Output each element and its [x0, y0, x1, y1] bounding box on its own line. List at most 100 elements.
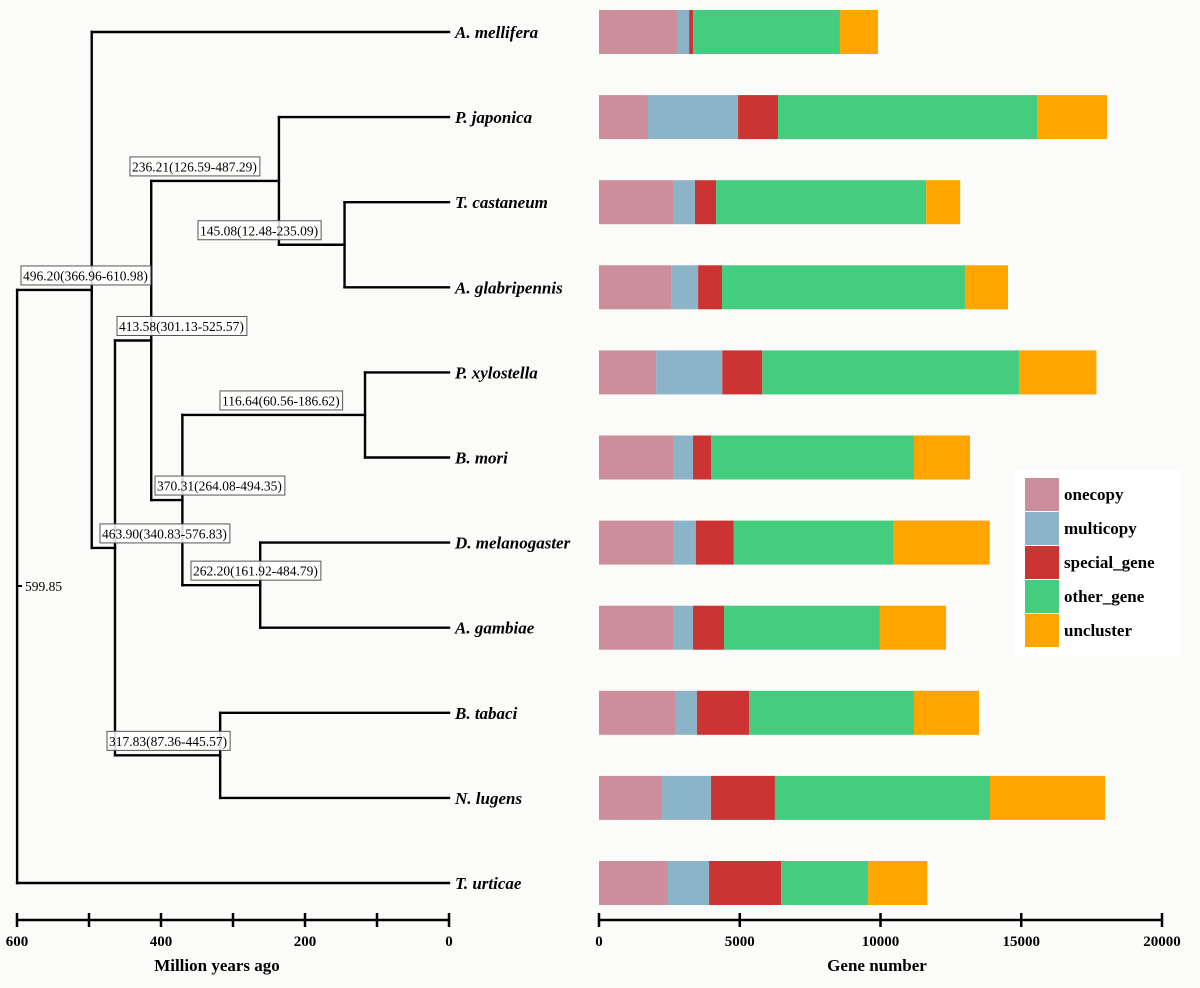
bar-segment-uncluster	[1037, 95, 1108, 140]
legend-swatch-other_gene	[1025, 580, 1059, 613]
bar-segment-special_gene	[696, 690, 750, 735]
bar-segment-special_gene	[695, 520, 734, 565]
x-axis-title: Million years ago	[154, 956, 280, 975]
bar-segment-other_gene	[716, 180, 927, 225]
species-label: B. mori	[454, 449, 508, 468]
tick-label: 0	[445, 934, 453, 950]
bar-row	[599, 265, 1009, 310]
node-age-box	[20, 265, 152, 286]
bar-segment-other_gene	[762, 350, 1020, 395]
bar-segment-special_gene	[711, 775, 775, 820]
tick-label: 10000	[862, 934, 900, 950]
species-label: A. glabripennis	[454, 278, 563, 297]
bar-segment-other_gene	[722, 265, 965, 310]
bar-segment-uncluster	[1019, 350, 1097, 395]
bar-segment-uncluster	[879, 605, 947, 650]
bar-row	[599, 861, 928, 905]
bar-segment-special_gene	[694, 180, 717, 225]
species-label: N. lugens	[454, 789, 522, 808]
species-label: B. tabaci	[454, 704, 518, 723]
species-label: P. xylostella	[454, 363, 538, 382]
node-age-label: 496.20(366.96-610.98)	[23, 268, 148, 283]
species-label: D. melanogaster	[454, 534, 571, 553]
tick-label: 400	[150, 934, 173, 950]
bar-segment-uncluster	[926, 180, 961, 225]
node-age-box	[219, 390, 344, 411]
bar-segment-other_gene	[749, 690, 914, 735]
bar-row	[599, 95, 1108, 140]
legend: onecopy multicopy special_gene other_geneun…	[1015, 470, 1180, 656]
bar-segment-onecopy	[599, 690, 676, 735]
bar-segment-onecopy	[599, 10, 677, 54]
bar-segment-other_gene	[774, 775, 991, 820]
bar-segment-special_gene	[722, 350, 763, 395]
species-label: T. castaneum	[455, 193, 548, 212]
bar-segment-onecopy	[599, 520, 674, 565]
bar-segment-other_gene	[733, 520, 894, 565]
node-age-box	[129, 156, 261, 177]
bar-segment-multicopy	[673, 180, 695, 225]
x-axis-title: Gene number	[827, 956, 927, 975]
bar-segment-uncluster	[839, 10, 878, 54]
node-age-box	[190, 560, 322, 581]
node-age-box	[154, 475, 286, 496]
bar-segment-other_gene	[781, 861, 869, 905]
bar-segment-multicopy	[673, 605, 694, 650]
bar-segment-special_gene	[738, 95, 779, 140]
node-age-box	[99, 523, 231, 544]
bar-segment-special_gene	[689, 10, 694, 54]
phylogenetic-tree: A. mellifera P. japonica T. castaneum A. gl…	[15, 23, 571, 893]
node-age-label: 463.90(340.83-576.83)	[102, 526, 227, 541]
tick-label: 0	[595, 934, 603, 950]
bar-segment-onecopy	[599, 775, 663, 820]
bar-row	[599, 180, 961, 225]
node-age-label: 236.21(126.59-487.29)	[132, 159, 257, 174]
bar-segment-onecopy	[599, 265, 672, 310]
species-label: T. urticae	[455, 874, 522, 893]
tick-label: 600	[6, 934, 29, 950]
tick-label: 20000	[1143, 934, 1181, 950]
legend-swatch-special_gene	[1025, 546, 1059, 579]
legend-label: multicopy	[1064, 519, 1137, 538]
node-age-box	[116, 315, 248, 336]
node-age-label: 116.64(60.56-186.62)	[222, 393, 340, 408]
bar-segment-other_gene	[693, 10, 840, 54]
legend-label: onecopy	[1064, 485, 1124, 504]
bar-segment-onecopy	[599, 180, 674, 225]
bar-segment-other_gene	[723, 605, 880, 650]
bar-segment-onecopy	[599, 95, 648, 140]
bar-segment-onecopy	[599, 605, 674, 650]
tick-label: 15000	[1003, 934, 1041, 950]
bar-segment-uncluster	[868, 861, 928, 905]
bar-row	[599, 350, 1097, 395]
bar-segment-special_gene	[693, 605, 724, 650]
species-label: A. mellifera	[454, 23, 539, 42]
bar-row	[599, 775, 1106, 820]
bar-segment-uncluster	[964, 265, 1009, 310]
bar-segment-multicopy	[647, 95, 739, 140]
bar-segment-multicopy	[656, 350, 723, 395]
node-age-label: 370.31(264.08-494.35)	[157, 479, 282, 494]
bar-segment-onecopy	[599, 350, 657, 395]
bar-segment-uncluster	[913, 690, 980, 735]
time-axis: 600 400 200 0 Million years ago	[6, 913, 453, 975]
bar-segment-uncluster	[893, 520, 990, 565]
bar-segment-other_gene	[778, 95, 1038, 140]
species-label: A. gambiae	[454, 619, 535, 638]
bar-segment-special_gene	[693, 435, 712, 480]
legend-label: special_gene	[1064, 553, 1155, 572]
legend-swatch-multicopy	[1025, 512, 1059, 545]
bar-segment-onecopy	[599, 435, 674, 480]
bar-segment-multicopy	[673, 435, 694, 480]
node-age-label: 413.58(301.13-525.57)	[119, 319, 244, 334]
node-age-box	[106, 730, 231, 751]
bar-row	[599, 690, 980, 735]
legend-label: other_gene	[1064, 587, 1145, 606]
bar-segment-special_gene	[709, 861, 782, 905]
root-age-label: 599.85	[25, 579, 62, 594]
bar-segment-uncluster	[913, 435, 971, 480]
bar-segment-multicopy	[676, 10, 690, 54]
bar-segment-onecopy	[599, 861, 668, 905]
